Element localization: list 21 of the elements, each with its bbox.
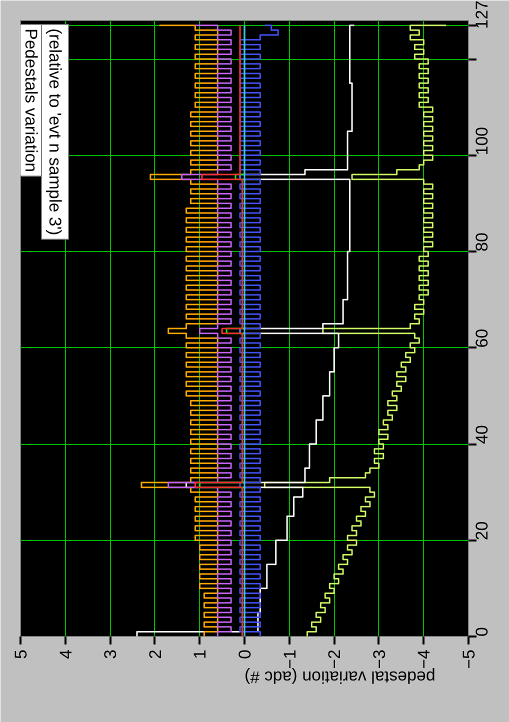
y-tick-label: 60: [472, 328, 492, 348]
x-tick-label: −4: [414, 649, 434, 669]
y-tick-label: 0: [472, 627, 492, 636]
y-tick-label: 20: [472, 521, 492, 540]
annotation: (relative to 'evt n sample 3'): [46, 28, 64, 236]
x-tick-label: 4: [56, 649, 76, 659]
x-axis-title: pedestal variation (adc #): [244, 667, 436, 686]
x-tick-label: −5: [460, 649, 478, 669]
x-tick-label: 1: [190, 649, 210, 659]
x-tick-label: 0: [236, 649, 254, 659]
x-tick-label: −1: [280, 649, 300, 669]
x-tick-label: −2: [325, 649, 344, 669]
x-tick-label: 3: [101, 649, 120, 659]
y-tick-label: 40: [472, 425, 492, 444]
x-tick-label: 2: [146, 649, 165, 659]
annotation: Pedestals variation: [22, 28, 40, 172]
y-tick-label: 80: [472, 232, 492, 252]
y-tick-label: 127: [472, 0, 492, 29]
x-tick-label: −3: [370, 649, 389, 669]
x-tick-label: 5: [12, 649, 30, 659]
y-tick-label: 100: [472, 126, 492, 156]
